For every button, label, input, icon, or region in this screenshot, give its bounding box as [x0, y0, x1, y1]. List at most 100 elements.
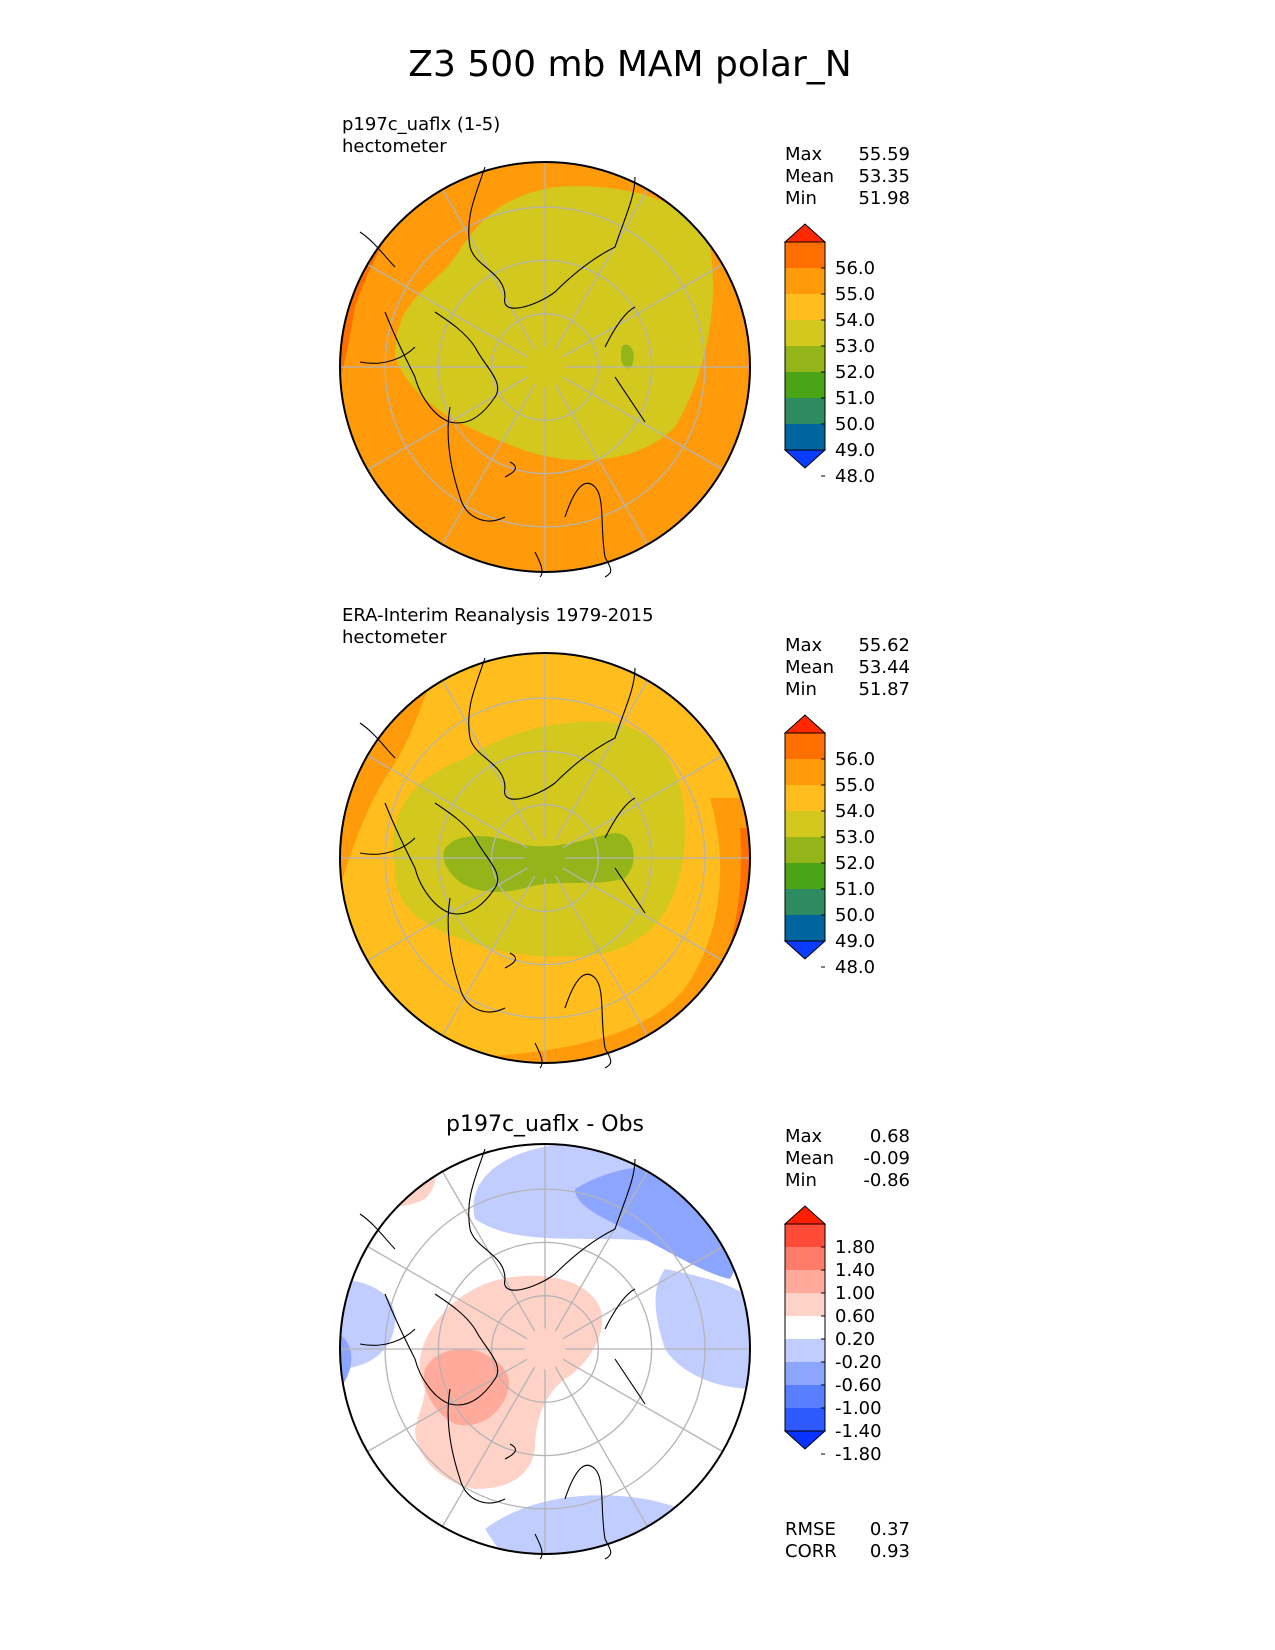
colorbar-segment [785, 1339, 825, 1362]
colorbar-segment [785, 889, 825, 915]
colorbar-tick-label: 53.0 [835, 336, 875, 357]
panel-obs-units: hectometer [342, 627, 447, 648]
coastline-segment [384, 1293, 499, 1406]
colorbar-extend-min [783, 449, 827, 469]
meridian-line [562, 1358, 723, 1453]
panel-obs-map-border [339, 652, 751, 1064]
coastline-segment [504, 952, 516, 969]
coastline-segment [604, 306, 636, 348]
stat-mean-value: -0.09 [863, 1148, 910, 1169]
coastline-segment [604, 797, 636, 839]
colorbar-segment [785, 837, 825, 863]
colorbar-tick-label: 54.0 [835, 310, 875, 331]
colorbar-tick-label: 1.80 [835, 1237, 875, 1258]
colorbar-segment [785, 733, 825, 759]
meridian-line [367, 867, 528, 962]
coastline-segment [614, 1358, 646, 1405]
panel-diff-metrics: RMSE CORR 0.37 0.93 [785, 1519, 910, 1562]
stat-max-label: Max [785, 1126, 823, 1147]
colorbar-tick-label: 53.0 [835, 827, 875, 848]
coastline-segment [384, 802, 499, 915]
colorbar-tick-label: 0.20 [835, 1329, 875, 1350]
meridian-line [554, 1366, 649, 1527]
colorbar-tick-label: 1.00 [835, 1283, 875, 1304]
meridian-line [562, 376, 723, 471]
coastline-segment [614, 867, 646, 914]
stat-min-label: Min [785, 188, 817, 209]
stat-min-label: Min [785, 679, 817, 700]
colorbar-segment [785, 1408, 825, 1431]
coastline-segment [614, 376, 646, 423]
map-fill-51-52 [620, 344, 634, 369]
colorbar-extend-max [783, 1205, 827, 1225]
colorbar-segment [785, 1362, 825, 1385]
coastline-segment [504, 1443, 516, 1460]
colorbar-frame [784, 1223, 826, 1432]
stat-max-value: 0.68 [870, 1126, 910, 1147]
panel-obs-title: ERA-Interim Reanalysis 1979-2015 [342, 605, 654, 626]
coastline-segment [359, 1213, 396, 1250]
colorbar-tick-label: 1.40 [835, 1260, 875, 1281]
panel-obs-graticule [340, 653, 750, 1063]
coastline-segment [468, 657, 636, 800]
colorbar-segment [785, 1247, 825, 1270]
panel-obs-colorbar: 56.0 55.0 54.0 53.0 52.0 51.0 50.0 49.0 48.0 [783, 714, 875, 978]
panel-diff-title: p197c_uaflx - Obs [446, 1112, 644, 1137]
metric-rmse-value: 0.37 [870, 1519, 910, 1540]
colorbar-tick-label: 56.0 [835, 749, 875, 770]
metric-rmse-label: RMSE [785, 1519, 836, 1540]
panel-model-colorbar: 56.0 55.0 54.0 53.0 52.0 51.0 50.0 49.0 48.0 [783, 223, 875, 487]
meridian-line [441, 1366, 536, 1527]
coastline-segment [359, 231, 396, 268]
coastline-segment [359, 837, 416, 855]
colorbar-segment [785, 863, 825, 889]
panel-obs: ERA-Interim Reanalysis 1979-2015 hectome… [339, 605, 910, 1069]
coastline-segment [359, 722, 396, 759]
colorbar-extend-max [783, 223, 827, 243]
colorbar-tick-label: 50.0 [835, 414, 875, 435]
colorbar-segment [785, 268, 825, 294]
stat-min-value: 51.87 [858, 679, 910, 700]
colorbar-segment [785, 759, 825, 785]
stat-min-value: 51.98 [858, 188, 910, 209]
panel-diff-graticule [340, 1144, 750, 1554]
meridian-line [441, 384, 536, 545]
meridian-line [554, 384, 649, 545]
coastline-segment [359, 1328, 416, 1346]
meridian-line [554, 875, 649, 1036]
coastline-segment [504, 461, 516, 478]
colorbar-tick-label: 52.0 [835, 362, 875, 383]
meridian-line [562, 867, 723, 962]
coastline-segment [564, 482, 612, 578]
coastline-segment [447, 1388, 506, 1504]
coastline-segment [447, 406, 506, 522]
panel-diff-map-border [339, 1143, 751, 1555]
colorbar-tick-label: 55.0 [835, 775, 875, 796]
panel-diff-colorbar: 1.801.401.000.600.20-0.20-0.60-1.00-1.40… [783, 1205, 882, 1465]
coastline-segment [359, 346, 416, 364]
meridian-line [554, 680, 649, 841]
colorbar-tick-label: 0.60 [835, 1306, 875, 1327]
map-fill-52-53 [395, 186, 714, 461]
meridian-line [441, 875, 536, 1036]
meridian-line [562, 263, 723, 358]
colorbar-tick-label: -0.20 [835, 1352, 882, 1373]
coastline-segment [447, 897, 506, 1013]
colorbar-tick-label: -1.80 [835, 1444, 882, 1465]
colorbar-segment [785, 294, 825, 320]
colorbar-tick-label: -0.60 [835, 1375, 882, 1396]
colorbar-tick-label: 49.0 [835, 440, 875, 461]
panel-model-coastline [359, 166, 646, 578]
colorbar-extend-min [783, 940, 827, 960]
colorbar-tick-label: 51.0 [835, 879, 875, 900]
colorbar-tick-label: 52.0 [835, 853, 875, 874]
stat-mean-label: Mean [785, 166, 834, 187]
meridian-line [367, 1245, 528, 1340]
colorbar-segment [785, 1270, 825, 1293]
map-fill-neg-0-2-w [340, 1279, 395, 1369]
meridian-line [562, 754, 723, 849]
panel-model-units: hectometer [342, 136, 447, 157]
meridian-line [367, 1358, 528, 1453]
colorbar-segment [785, 811, 825, 837]
colorbar-segment [785, 372, 825, 398]
